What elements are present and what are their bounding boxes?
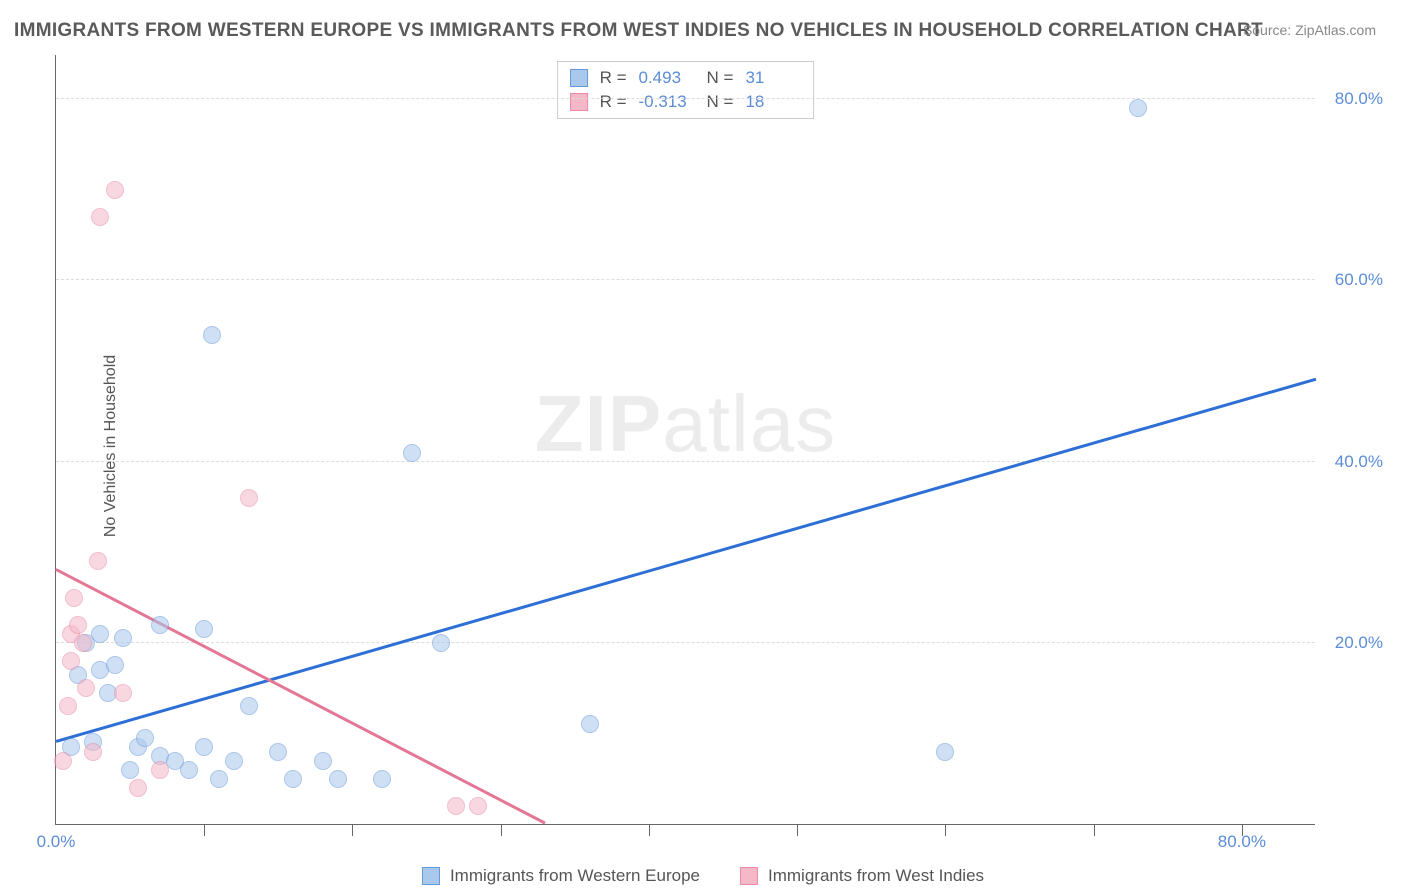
scatter-point xyxy=(84,743,102,761)
x-tick xyxy=(352,824,353,836)
scatter-point xyxy=(54,752,72,770)
r-value: 0.493 xyxy=(639,68,695,88)
scatter-point xyxy=(240,489,258,507)
y-tick-label: 80.0% xyxy=(1335,89,1383,109)
scatter-point xyxy=(195,620,213,638)
legend-item: Immigrants from West Indies xyxy=(740,866,984,886)
scatter-point xyxy=(74,634,92,652)
r-value: -0.313 xyxy=(639,92,695,112)
scatter-point xyxy=(1129,99,1147,117)
legend-label: Immigrants from Western Europe xyxy=(450,866,700,886)
stats-row: R = -0.313 N = 18 xyxy=(570,90,802,114)
scatter-point xyxy=(403,444,421,462)
gridline-horizontal xyxy=(56,461,1315,462)
legend-swatch xyxy=(740,867,758,885)
scatter-point xyxy=(447,797,465,815)
x-tick-label: 80.0% xyxy=(1218,832,1266,852)
legend-item: Immigrants from Western Europe xyxy=(422,866,700,886)
scatter-point xyxy=(210,770,228,788)
watermark-rest: atlas xyxy=(662,379,836,468)
x-tick xyxy=(797,824,798,836)
scatter-point xyxy=(469,797,487,815)
n-label: N = xyxy=(707,68,734,88)
scatter-point xyxy=(151,761,169,779)
r-label: R = xyxy=(600,68,627,88)
scatter-point xyxy=(114,684,132,702)
correlation-stats-box: R = 0.493 N = 31 R = -0.313 N = 18 xyxy=(557,61,815,119)
n-value: 18 xyxy=(745,92,801,112)
gridline-horizontal xyxy=(56,279,1315,280)
y-tick-label: 20.0% xyxy=(1335,633,1383,653)
scatter-point xyxy=(106,181,124,199)
y-tick-label: 40.0% xyxy=(1335,452,1383,472)
scatter-point xyxy=(136,729,154,747)
legend-swatch xyxy=(422,867,440,885)
watermark-text: ZIPatlas xyxy=(535,378,836,470)
scatter-point xyxy=(59,697,77,715)
gridline-horizontal xyxy=(56,98,1315,99)
x-tick xyxy=(945,824,946,836)
scatter-point xyxy=(373,770,391,788)
scatter-point xyxy=(69,616,87,634)
scatter-point xyxy=(89,552,107,570)
scatter-point xyxy=(151,616,169,634)
scatter-point xyxy=(180,761,198,779)
scatter-point xyxy=(432,634,450,652)
r-label: R = xyxy=(600,92,627,112)
scatter-point xyxy=(62,652,80,670)
x-tick xyxy=(649,824,650,836)
scatter-point xyxy=(240,697,258,715)
scatter-point xyxy=(65,589,83,607)
scatter-point xyxy=(106,656,124,674)
chart-title: IMMIGRANTS FROM WESTERN EUROPE VS IMMIGR… xyxy=(14,20,1263,42)
legend-swatch xyxy=(570,69,588,87)
x-tick xyxy=(204,824,205,836)
scatter-point xyxy=(284,770,302,788)
scatter-point xyxy=(129,779,147,797)
scatter-point xyxy=(936,743,954,761)
scatter-point xyxy=(329,770,347,788)
x-tick xyxy=(1094,824,1095,836)
x-tick xyxy=(501,824,502,836)
x-tick-label: 0.0% xyxy=(37,832,76,852)
scatter-point xyxy=(91,208,109,226)
chart-plot-area: ZIPatlas R =0.493N =31R =-0.313N =18 20.… xyxy=(55,55,1315,825)
scatter-point xyxy=(203,326,221,344)
gridline-horizontal xyxy=(56,642,1315,643)
scatter-point xyxy=(91,625,109,643)
scatter-point xyxy=(269,743,287,761)
legend-swatch xyxy=(570,93,588,111)
trend-line xyxy=(56,378,1317,743)
scatter-point xyxy=(314,752,332,770)
scatter-point xyxy=(114,629,132,647)
scatter-point xyxy=(581,715,599,733)
n-label: N = xyxy=(707,92,734,112)
scatter-point xyxy=(225,752,243,770)
scatter-point xyxy=(77,679,95,697)
watermark-bold: ZIP xyxy=(535,379,662,468)
scatter-point xyxy=(121,761,139,779)
n-value: 31 xyxy=(745,68,801,88)
y-tick-label: 60.0% xyxy=(1335,270,1383,290)
legend-label: Immigrants from West Indies xyxy=(768,866,984,886)
scatter-point xyxy=(195,738,213,756)
stats-row: R = 0.493 N = 31 xyxy=(570,66,802,90)
bottom-legend: Immigrants from Western Europe Immigrants… xyxy=(422,866,984,886)
source-attribution: Source: ZipAtlas.com xyxy=(1243,22,1376,38)
